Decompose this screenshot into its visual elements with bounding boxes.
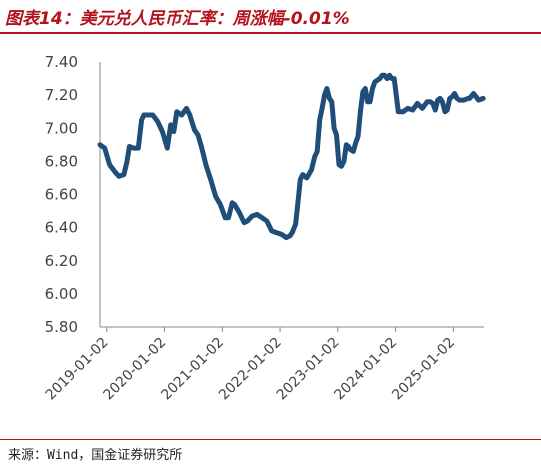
y-tick-label: 6.00 [45,285,78,303]
title-rule [0,32,541,34]
y-tick-label: 6.80 [45,152,78,170]
x-axis-labels: 2019-01-022020-01-022021-01-022022-01-02… [43,335,458,404]
source-note: 来源：Wind，国金证券研究所 [8,448,183,463]
y-tick-label: 7.40 [45,53,78,71]
y-tick-label: 7.20 [45,86,78,104]
y-tick-label: 5.80 [45,318,78,336]
y-tick-label: 6.20 [45,252,78,270]
y-tick-label: 7.00 [45,119,78,137]
y-tick-label: 6.60 [45,186,78,204]
y-axis-labels: 5.80 6.00 6.20 6.40 6.60 6.80 7.00 7.20 7.40 [45,53,78,336]
y-tick-label: 6.40 [45,219,78,237]
footer-rule [0,439,541,440]
chart-title: 图表14：美元兑人民币汇率：周涨幅-0.01% [5,9,350,29]
series-line-usdcny [97,72,486,241]
x-tick-label: 2025-01-02 [389,335,458,404]
axes [99,62,484,332]
